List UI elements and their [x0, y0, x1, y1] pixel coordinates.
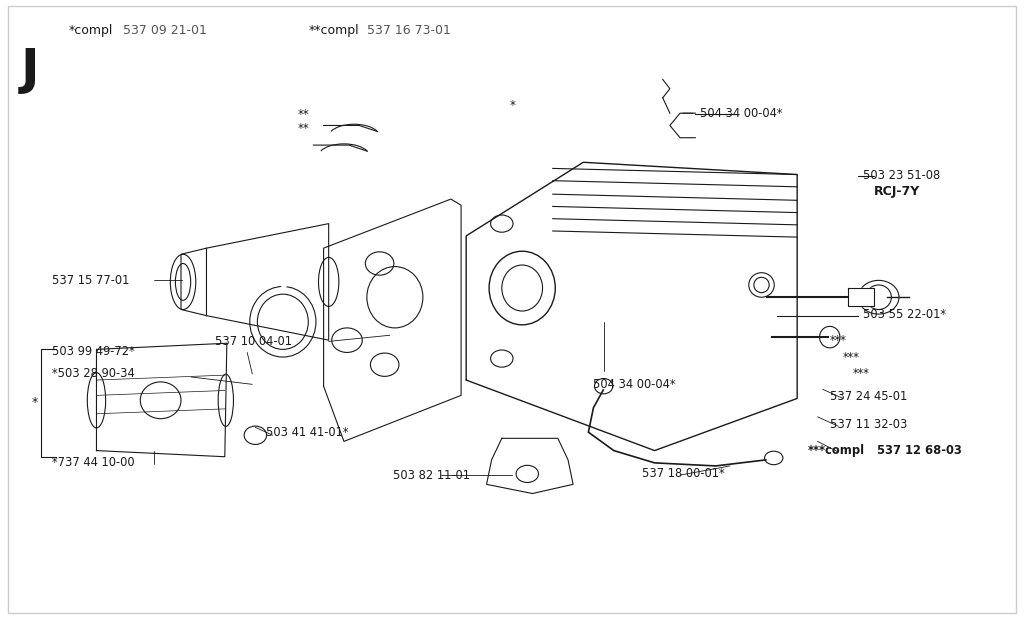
- Text: 504 34 00-04*: 504 34 00-04*: [594, 378, 676, 391]
- Text: *compl: *compl: [69, 24, 114, 37]
- Polygon shape: [324, 199, 461, 441]
- Polygon shape: [96, 344, 227, 457]
- Text: J: J: [22, 46, 40, 93]
- Text: 537 09 21-01: 537 09 21-01: [123, 24, 207, 37]
- Polygon shape: [848, 288, 873, 306]
- Text: 537 10 04-01: 537 10 04-01: [215, 335, 292, 348]
- Text: *: *: [510, 99, 516, 112]
- Text: ***: ***: [829, 334, 847, 347]
- Text: *: *: [32, 396, 38, 409]
- Text: ***: ***: [843, 351, 860, 364]
- Text: **compl: **compl: [308, 24, 359, 37]
- Text: 503 41 41-01*: 503 41 41-01*: [265, 426, 348, 439]
- Text: 537 11 32-03: 537 11 32-03: [829, 418, 907, 431]
- Polygon shape: [466, 162, 797, 451]
- Text: 537 15 77-01: 537 15 77-01: [51, 274, 129, 287]
- Text: 537 24 45-01: 537 24 45-01: [829, 390, 907, 403]
- Text: ***: ***: [853, 368, 870, 381]
- Text: *737 44 10-00: *737 44 10-00: [51, 456, 134, 469]
- Text: 503 99 49-72*: 503 99 49-72*: [51, 345, 134, 358]
- Text: 537 18 00-01*: 537 18 00-01*: [642, 467, 725, 480]
- Polygon shape: [486, 438, 573, 493]
- Text: 503 82 11-01: 503 82 11-01: [393, 469, 470, 482]
- Text: 504 34 00-04*: 504 34 00-04*: [700, 106, 783, 119]
- Text: 537 12 68-03: 537 12 68-03: [877, 444, 962, 457]
- Text: 503 55 22-01*: 503 55 22-01*: [863, 308, 946, 321]
- Text: **: **: [298, 122, 310, 135]
- Text: RCJ-7Y: RCJ-7Y: [873, 184, 920, 197]
- Text: 503 23 51-08: 503 23 51-08: [863, 169, 941, 182]
- Text: **: **: [298, 108, 310, 121]
- Text: 537 16 73-01: 537 16 73-01: [368, 24, 452, 37]
- Polygon shape: [207, 223, 329, 340]
- Text: *503 28 90-34: *503 28 90-34: [51, 368, 134, 381]
- Text: ***compl: ***compl: [807, 444, 864, 457]
